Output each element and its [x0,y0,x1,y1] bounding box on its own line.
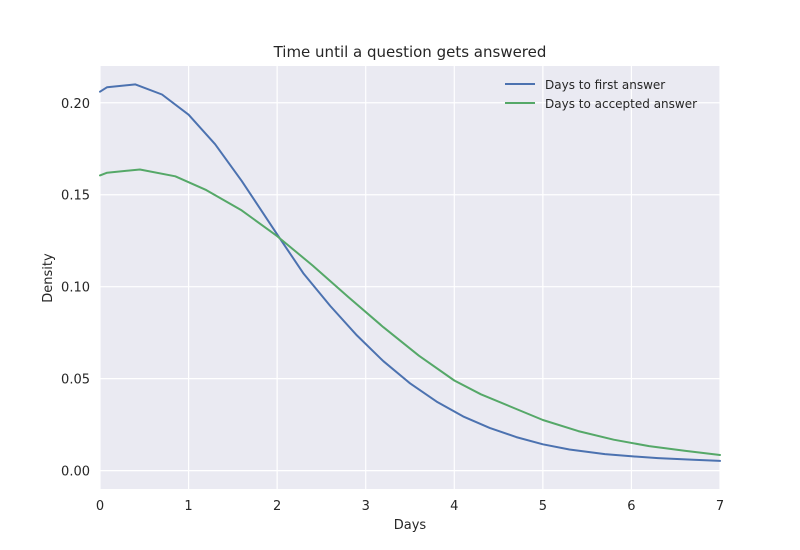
x-tick-label: 1 [184,499,192,514]
x-tick-label: 0 [96,499,104,514]
x-tick-label: 2 [273,499,281,514]
series-line-first-answer [99,83,721,462]
legend-label-first-answer: Days to first answer [545,78,665,92]
tick-labels: 0 1 2 3 4 5 6 7 0.00 0.05 0.10 0.15 0.20 [61,97,724,514]
series-line-accepted-answer [99,168,721,456]
y-axis-label: Density [41,253,56,303]
gridlines [99,66,721,489]
x-tick-label: 7 [716,499,724,514]
x-tick-label: 6 [627,499,635,514]
legend: Days to first answer Days to accepted an… [505,78,697,111]
x-tick-label: 4 [450,499,458,514]
y-tick-label: 0.10 [61,281,90,296]
y-tick-label: 0.15 [61,189,90,204]
y-tick-label: 0.05 [61,373,90,388]
legend-label-accepted-answer: Days to accepted answer [545,97,697,111]
plot-area [100,66,720,489]
y-tick-label: 0.20 [61,97,90,112]
chart-title: Time until a question gets answered [273,43,547,61]
x-axis-label: Days [394,518,427,533]
x-tick-label: 3 [362,499,370,514]
series-lines [99,83,721,462]
y-tick-label: 0.00 [61,465,90,480]
x-tick-label: 5 [539,499,547,514]
